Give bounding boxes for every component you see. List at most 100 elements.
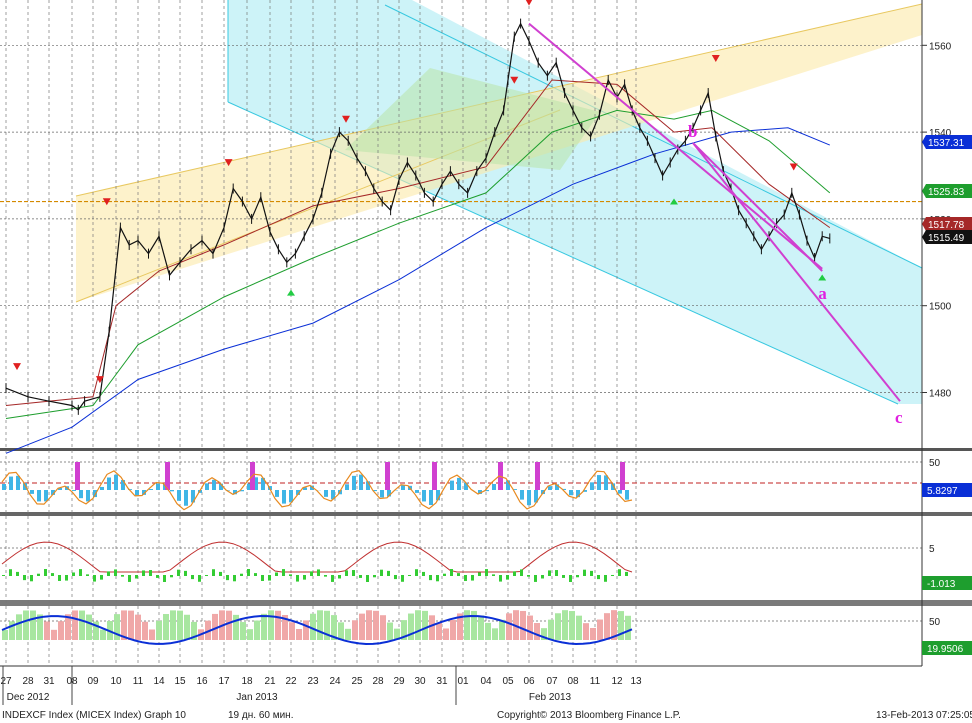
- indicator-2-histogram-bar: [310, 571, 313, 576]
- indicator-1-histogram-bar: [555, 484, 559, 490]
- indicator-2-histogram-bar: [583, 569, 586, 576]
- indicator-2-histogram-bar: [534, 575, 537, 582]
- x-tick-label: 05: [502, 676, 514, 687]
- indicator-3-area: [254, 620, 260, 640]
- indicator-2-histogram-bar: [380, 569, 383, 576]
- indicator-3-area: [338, 622, 344, 640]
- sell-signal-arrow: [102, 198, 111, 206]
- indicator-1-spike: [432, 462, 437, 490]
- indicator-3-area: [541, 628, 547, 640]
- indicator-3-area: [184, 614, 190, 640]
- indicator-1-histogram-bar: [366, 481, 370, 490]
- panel-separator: [0, 512, 972, 516]
- sell-signal-arrow: [789, 163, 798, 171]
- indicator-1-histogram-bar: [93, 490, 97, 498]
- indicator-2-histogram-bar: [23, 575, 26, 581]
- indicator-3-area: [625, 615, 631, 640]
- indicator-3-area: [359, 613, 365, 640]
- indicator-2-histogram-bar: [387, 570, 390, 576]
- indicator-2-value-label: -1.013: [927, 579, 956, 590]
- indicator-3-area: [408, 613, 414, 640]
- indicator-2-histogram-bar: [604, 575, 607, 582]
- x-tick-label: 15: [174, 676, 186, 687]
- indicator-2-histogram-bar: [366, 575, 369, 582]
- indicator-1-histogram-bar: [107, 477, 111, 490]
- y-tick-label: 1480: [929, 389, 952, 400]
- x-tick-label: 01: [457, 676, 469, 687]
- indicator-3-area: [401, 620, 407, 640]
- x-tick-label: 18: [241, 676, 253, 687]
- indicator-3-area: [58, 621, 64, 640]
- indicator-3-area: [282, 614, 288, 640]
- indicator-1-histogram-bar: [261, 477, 265, 490]
- indicator-1-histogram-bar: [177, 490, 181, 501]
- indicator-2-histogram-bar: [37, 573, 40, 576]
- indicator-1-histogram-bar: [415, 490, 419, 493]
- x-tick-label: 31: [43, 676, 55, 687]
- y-tick-label: 1540: [929, 128, 952, 139]
- indicator-1-histogram-bar: [2, 484, 6, 490]
- indicator-1-histogram-bar: [485, 490, 489, 492]
- buy-signal-arrow: [818, 274, 827, 281]
- indicator-2-histogram-bar: [191, 575, 194, 580]
- x-tick-label: 29: [393, 676, 405, 687]
- indicator-3-area: [261, 613, 267, 640]
- indicator-3-area: [37, 614, 43, 640]
- indicator-1-histogram-bar: [310, 485, 314, 490]
- footer-period: 19 дн. 60 мин.: [228, 710, 293, 721]
- axes-layer: 148015001520154015601537.311525.831517.7…: [0, 0, 972, 705]
- indicator-2-histogram-bar: [464, 575, 467, 581]
- indicator-1-histogram-bar: [100, 486, 104, 490]
- indicator-2-histogram-bar: [436, 575, 439, 582]
- sell-signal-arrow: [224, 159, 233, 167]
- indicator-3-tick: 50: [929, 617, 941, 628]
- indicator-1-histogram-bar: [289, 490, 293, 503]
- indicator-3-area: [212, 613, 218, 640]
- moving-average-line: [5, 127, 830, 454]
- indicator-2-histogram-bar: [394, 575, 397, 580]
- indicator-3-area: [534, 623, 540, 640]
- indicator-3-area: [366, 610, 372, 640]
- indicator-3-area: [226, 610, 232, 640]
- indicator-2-histogram-bar: [100, 575, 103, 580]
- indicator-1-histogram-bar: [282, 490, 286, 504]
- projection-path: [692, 142, 901, 402]
- indicator-3-area: [275, 610, 281, 640]
- indicator-3-area: [135, 614, 141, 640]
- indicator-2-histogram-bar: [177, 569, 180, 576]
- x-tick-label: 27: [0, 676, 12, 687]
- indicator-3-area: [163, 614, 169, 640]
- indicator-2-histogram-bar: [149, 570, 152, 576]
- indicator-1-spike: [385, 462, 390, 490]
- indicator-2-histogram-bar: [2, 575, 5, 576]
- indicator-3-area: [492, 628, 498, 640]
- indicator-3-area: [310, 613, 316, 640]
- indicator-2-histogram-bar: [268, 575, 271, 581]
- indicator-2-histogram-bar: [457, 573, 460, 576]
- indicator-3-area: [16, 614, 22, 640]
- indicator-1-histogram-bar: [590, 482, 594, 490]
- indicator-3-value-tag: [922, 641, 972, 655]
- indicator-3-area: [422, 610, 428, 640]
- indicator-3-area: [583, 623, 589, 640]
- indicator-2-histogram-bar: [9, 569, 12, 576]
- panel-separator: [0, 448, 972, 451]
- indicator-3-area: [443, 628, 449, 640]
- x-tick-label: 23: [307, 676, 319, 687]
- indicator-2-histogram-bar: [373, 575, 376, 578]
- y-tick-label: 1500: [929, 302, 952, 313]
- indicator-2-histogram-bar: [170, 575, 173, 578]
- indicator-2-histogram-bar: [331, 575, 334, 582]
- indicator-1-histogram-bar: [170, 490, 174, 492]
- indicator-3-area: [240, 622, 246, 640]
- indicator-3-area: [79, 610, 85, 640]
- indicator-2-histogram-bar: [135, 575, 138, 579]
- indicator-3-area: [44, 621, 50, 640]
- price-tag-label: 1515.49: [928, 233, 965, 244]
- sell-signal-arrow: [711, 55, 720, 62]
- indicator-3-area: [429, 615, 435, 640]
- indicator-3-area: [296, 628, 302, 640]
- series-layer: a b c: [1, 0, 903, 646]
- indicator-1-histogram-bar: [569, 490, 573, 496]
- indicator-1-spike: [535, 462, 540, 490]
